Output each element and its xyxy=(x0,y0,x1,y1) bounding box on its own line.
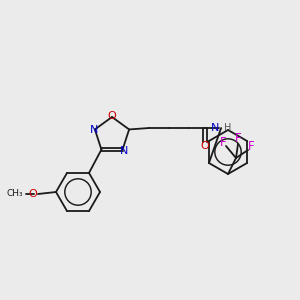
Text: F: F xyxy=(235,133,241,146)
Text: O: O xyxy=(108,111,116,121)
Text: N: N xyxy=(211,123,219,133)
Text: O: O xyxy=(201,141,209,151)
Text: F: F xyxy=(220,136,226,148)
Text: F: F xyxy=(248,140,254,152)
Text: CH₃: CH₃ xyxy=(6,190,23,199)
Text: N: N xyxy=(90,125,98,135)
Text: H: H xyxy=(224,123,232,133)
Text: N: N xyxy=(119,146,128,156)
Text: O: O xyxy=(28,189,38,199)
